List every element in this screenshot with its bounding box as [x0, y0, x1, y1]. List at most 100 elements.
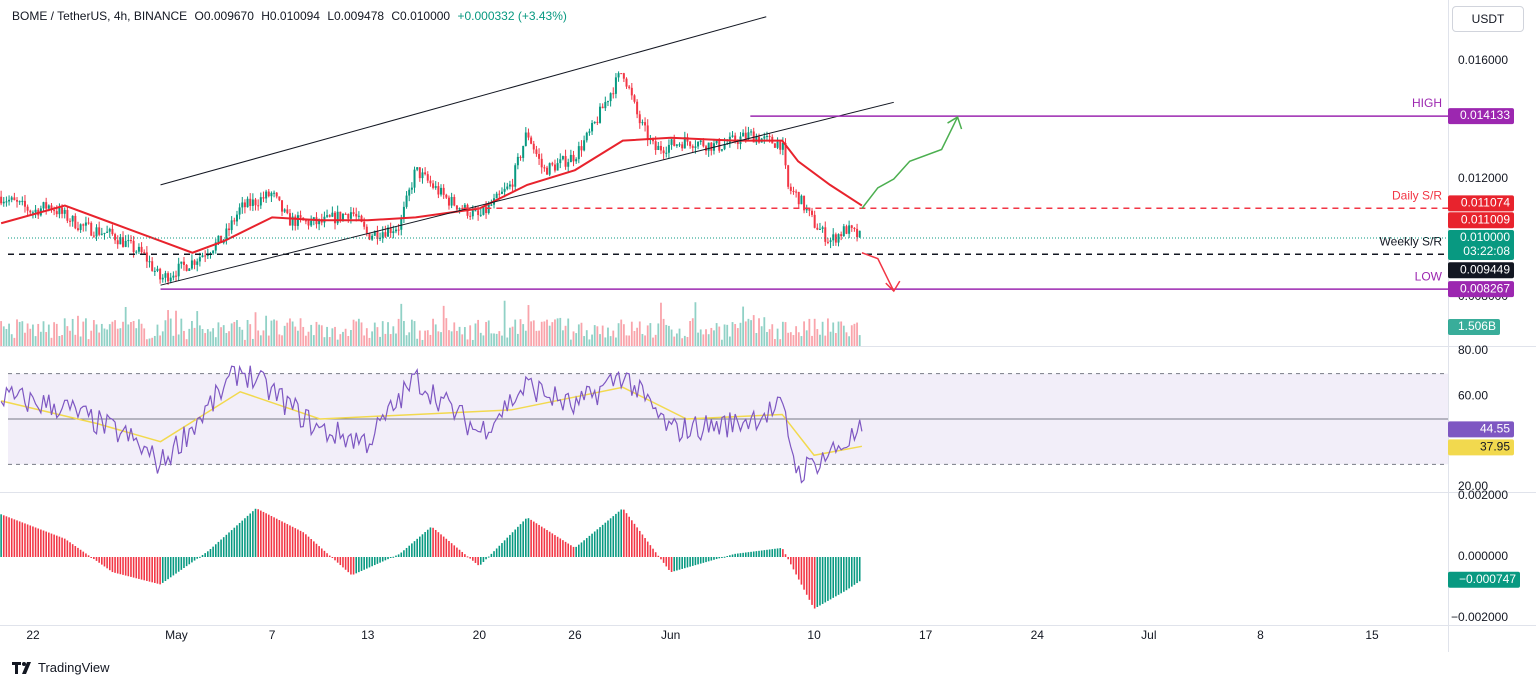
- candle-body: [482, 206, 485, 215]
- candle-body: [803, 195, 806, 211]
- rsi-tick-label: 80.00: [1458, 343, 1488, 357]
- ao-bar: [315, 543, 318, 557]
- tradingview-logo[interactable]: TradingView: [12, 660, 110, 675]
- candle-body: [567, 162, 570, 167]
- volume-bar: [530, 321, 533, 346]
- volume-bar: [397, 318, 400, 346]
- volume-bar: [291, 321, 294, 346]
- candle-body: [691, 146, 694, 148]
- candle-body: [617, 73, 620, 78]
- projection-up-arrowhead: [947, 115, 963, 130]
- volume-bar: [721, 339, 723, 346]
- ao-bar: [371, 557, 373, 567]
- candle-body: [243, 202, 246, 208]
- ao-bar: [400, 552, 403, 557]
- ao-bar: [124, 557, 127, 576]
- ao-bar: [803, 557, 805, 590]
- volume-bar: [355, 321, 358, 346]
- ao-bar: [440, 534, 442, 557]
- volume-bar: [209, 331, 212, 346]
- volume-bar: [95, 324, 98, 346]
- channel-lower-line: [160, 101, 894, 286]
- ao-bar: [750, 551, 752, 557]
- volume-bar: [214, 337, 217, 346]
- volume-bar: [429, 334, 432, 346]
- candle-body: [357, 215, 360, 217]
- candle-body: [172, 275, 175, 278]
- projection-down-arrow: [861, 252, 895, 292]
- ao-bar: [678, 557, 681, 570]
- candle-body: [471, 210, 474, 217]
- volume-bar: [514, 319, 517, 346]
- candle-body: [286, 209, 289, 214]
- symbol-title[interactable]: BOME / TetherUS, 4h, BINANCE: [12, 9, 188, 23]
- volume-bar: [230, 323, 233, 346]
- candle-body: [556, 163, 559, 171]
- candle-body: [143, 252, 146, 254]
- ao-bar: [506, 537, 509, 557]
- ao-bar: [662, 557, 665, 563]
- candle-body: [546, 167, 549, 175]
- candle-body: [304, 220, 307, 222]
- candle-body: [153, 270, 156, 272]
- volume-bar: [713, 330, 715, 346]
- volume-bar: [251, 338, 254, 346]
- candle-body: [622, 73, 625, 79]
- candle-body: [763, 136, 766, 139]
- volume-bar: [196, 311, 199, 346]
- candle-body: [585, 132, 588, 141]
- ao-bar: [127, 557, 130, 577]
- candle-body: [376, 231, 379, 239]
- volume-bar: [715, 323, 718, 346]
- candle-body: [0, 196, 3, 204]
- volume-bar: [673, 336, 676, 346]
- ao-bar: [106, 557, 108, 569]
- candle-body: [569, 154, 572, 163]
- candle-body: [161, 277, 164, 280]
- ao-bar: [856, 557, 858, 584]
- volume-bar: [405, 335, 408, 346]
- ao-bar: [835, 557, 837, 597]
- ao-bar: [336, 557, 339, 563]
- candle-body: [625, 78, 628, 87]
- ao-bar: [591, 533, 593, 557]
- volume-bar: [707, 334, 710, 346]
- ao-bar: [464, 554, 466, 557]
- rsi-tick-label: 60.00: [1458, 389, 1488, 403]
- volume-bar: [212, 328, 215, 346]
- volume-bar: [482, 335, 485, 346]
- volume-bar: [310, 324, 313, 346]
- ao-bar: [673, 557, 676, 572]
- volume-bar: [506, 337, 509, 346]
- candle-body: [235, 214, 238, 222]
- ao-bar: [169, 557, 172, 578]
- volume-bar: [766, 331, 768, 346]
- candle-body: [198, 257, 201, 262]
- ao-bar: [445, 538, 448, 557]
- volume-bar: [736, 328, 739, 346]
- ao-bar: [209, 549, 212, 557]
- currency-button[interactable]: USDT: [1452, 6, 1524, 32]
- volume-bar: [601, 325, 604, 346]
- candle-body: [681, 144, 684, 149]
- volume-bar: [328, 337, 331, 346]
- volume-bar: [694, 302, 697, 346]
- volume-bar: [262, 330, 265, 346]
- ao-bar: [670, 557, 673, 572]
- candle-body: [281, 200, 284, 212]
- volume-bar: [228, 331, 230, 346]
- candle-body: [416, 167, 419, 170]
- volume-bar: [604, 337, 607, 346]
- candle-body: [95, 227, 98, 237]
- volume-bar: [490, 333, 493, 346]
- ao-bar: [514, 529, 517, 557]
- volume-bar: [445, 318, 448, 346]
- ao-bar: [225, 534, 228, 557]
- candle-body: [824, 227, 827, 242]
- candle-body: [856, 228, 859, 238]
- time-tick-label: 15: [1365, 628, 1379, 642]
- volume-bar: [98, 332, 101, 346]
- volume-bar: [792, 335, 795, 346]
- ao-bar: [697, 557, 699, 565]
